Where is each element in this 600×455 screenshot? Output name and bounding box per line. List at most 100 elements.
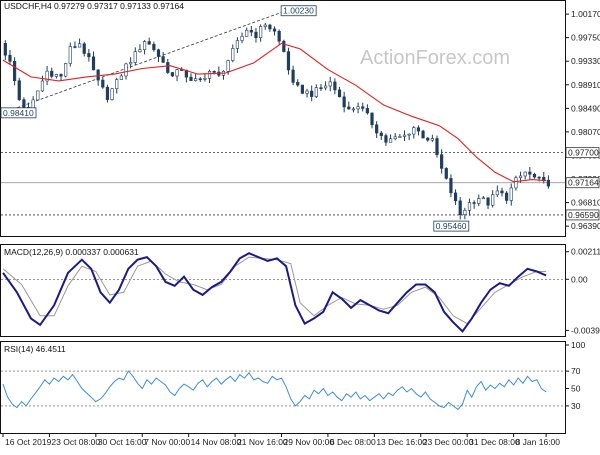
price-candle-body bbox=[259, 26, 263, 39]
price-callout-label: 0.95460 bbox=[436, 221, 467, 231]
price-candle-body bbox=[96, 69, 100, 81]
price-candle-body bbox=[54, 74, 58, 77]
x-tick-label: 29 Nov 00:00 bbox=[284, 437, 335, 447]
price-candle-body bbox=[189, 76, 193, 81]
macd-signal-line bbox=[2, 256, 547, 325]
price-callout-label: 0.98410 bbox=[3, 108, 34, 118]
price-panel-frame bbox=[0, 0, 566, 237]
price-ytick-label: 0.96810 bbox=[571, 198, 600, 208]
price-ytick-label: 0.98910 bbox=[571, 80, 600, 90]
price-candle-body bbox=[361, 106, 365, 109]
price-candle-body bbox=[467, 202, 472, 211]
x-tick-label: 7 Nov 00:00 bbox=[144, 437, 190, 447]
x-tick-label: 16 Oct 2019 bbox=[5, 437, 52, 447]
price-candle-body bbox=[444, 168, 448, 179]
price-candle-body bbox=[82, 43, 86, 54]
price-candle-body bbox=[430, 138, 434, 141]
price-ytick-label: 0.99750 bbox=[571, 33, 600, 43]
price-candle-body bbox=[481, 197, 486, 200]
price-candle-body bbox=[3, 42, 7, 56]
price-candle-body bbox=[393, 136, 397, 140]
price-candle-body bbox=[333, 81, 337, 91]
price-ytick-label: 1.00170 bbox=[571, 9, 600, 19]
price-candle-body bbox=[486, 197, 490, 206]
price-candle-body bbox=[319, 87, 323, 89]
price-candle-body bbox=[166, 62, 170, 73]
price-ytick-label: 0.99330 bbox=[571, 56, 600, 66]
price-candle-body bbox=[245, 29, 249, 37]
trend-line bbox=[2, 10, 287, 114]
price-candle-body bbox=[491, 194, 495, 206]
x-tick-label: 14 Nov 08:00 bbox=[191, 437, 242, 447]
price-candle-body bbox=[398, 136, 402, 138]
price-candle-body bbox=[435, 138, 439, 155]
price-candle-body bbox=[305, 90, 309, 94]
price-candle-body bbox=[421, 130, 425, 139]
price-tag-box bbox=[565, 147, 600, 159]
price-tag-label: 0.97700 bbox=[568, 148, 599, 158]
price-candle-body bbox=[458, 200, 462, 215]
macd-panel: MACD(12,26,9) 0.000337 0.000631 0.002113 0… bbox=[1, 247, 600, 335]
price-callout-label: 1.00230 bbox=[283, 6, 314, 16]
price-candle-body bbox=[198, 78, 202, 81]
price-candle-body bbox=[17, 80, 21, 100]
x-tick-label: 23 Oct 08:00 bbox=[51, 437, 100, 447]
price-candle-body bbox=[50, 70, 54, 77]
price-candle-body bbox=[310, 90, 314, 97]
price-candle-body bbox=[453, 192, 458, 202]
price-tag-box bbox=[565, 177, 600, 189]
price-candle-body bbox=[77, 43, 82, 48]
price-candle-body bbox=[119, 75, 123, 80]
price-candle-body bbox=[347, 106, 351, 110]
price-candle-body bbox=[64, 63, 68, 77]
x-tick-label: 8 Jan 16:00 bbox=[516, 437, 561, 447]
price-candle-body bbox=[110, 88, 114, 100]
price-candle-body bbox=[300, 84, 304, 94]
price-candle-body bbox=[426, 137, 430, 141]
price-tag-box bbox=[565, 209, 600, 221]
price-ytick-label: 0.98490 bbox=[571, 103, 600, 113]
price-candle-body bbox=[240, 36, 244, 41]
price-candle-body bbox=[532, 173, 537, 178]
macd-ytick-label: 0.00 bbox=[571, 274, 588, 284]
price-candle-body bbox=[463, 210, 467, 215]
price-candle-body bbox=[268, 24, 272, 30]
price-candle-body bbox=[337, 89, 342, 98]
price-candle-body bbox=[546, 179, 550, 187]
price-candle-body bbox=[314, 87, 318, 97]
x-tick-label: 6 Dec 08:00 bbox=[330, 437, 376, 447]
price-candle-body bbox=[115, 79, 119, 89]
price-candle-body bbox=[36, 90, 40, 101]
price-candle-body bbox=[152, 43, 156, 51]
price-candle-body bbox=[365, 108, 369, 114]
price-candle-body bbox=[407, 133, 411, 136]
price-candle-body bbox=[379, 132, 383, 136]
price-candle-body bbox=[384, 135, 388, 143]
ohlc-values: 0.97279 0.97317 0.97133 0.97164 bbox=[54, 1, 184, 11]
price-candle-body bbox=[170, 72, 175, 77]
macd-ytick-label: 0.002113 bbox=[571, 247, 600, 257]
macd-title: MACD(12,26,9) 0.000337 0.000631 bbox=[4, 247, 139, 257]
price-candle-body bbox=[537, 176, 541, 179]
price-candle-body bbox=[440, 154, 444, 169]
price-candle-body bbox=[59, 74, 63, 77]
price-candle-body bbox=[203, 78, 207, 80]
price-candle-body bbox=[514, 177, 518, 189]
price-candle-body bbox=[161, 56, 165, 63]
x-tick-label: 21 Nov 16:00 bbox=[237, 437, 288, 447]
price-candle-body bbox=[495, 190, 499, 196]
price-candle-body bbox=[124, 63, 128, 77]
price-candle-body bbox=[296, 82, 300, 86]
rsi-title: RSI(14) 46.4511 bbox=[4, 344, 66, 354]
price-candle-body bbox=[249, 29, 253, 33]
price-candle-body bbox=[523, 171, 527, 177]
price-candle-body bbox=[68, 46, 72, 64]
price-ytick-label: 0.98070 bbox=[571, 127, 600, 137]
price-tag-label: 0.96590 bbox=[568, 210, 599, 220]
price-candle-body bbox=[518, 175, 523, 179]
rsi-panel: RSI(14) 46.4511 100 70 50 30 bbox=[1, 340, 585, 411]
price-candle-body bbox=[282, 40, 286, 52]
price-candle-body bbox=[509, 187, 513, 201]
